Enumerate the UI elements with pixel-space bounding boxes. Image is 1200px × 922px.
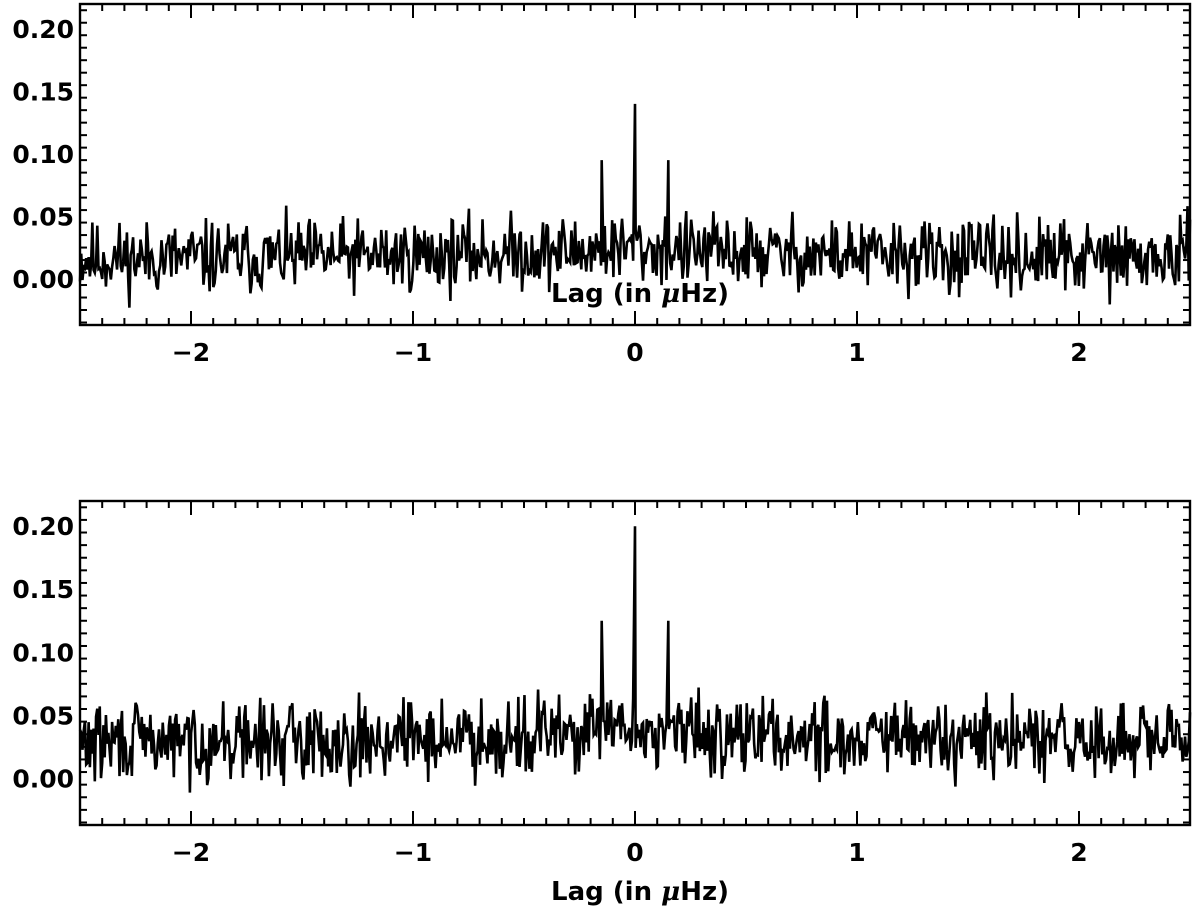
bottom-panel: −2 −1 0 1 2 0.00 0.05 0.10 0.15 0.20 Lag (in μHz) <box>12 499 1192 907</box>
y-tick-label: 0.15 <box>12 575 74 604</box>
y-tick-label: 0.00 <box>12 265 74 294</box>
top-panel: −2 −1 0 1 2 0.00 0.05 0.10 0.15 0.20 Lag (in μHz) <box>12 2 1192 367</box>
x-tick-label: 1 <box>848 838 865 867</box>
x-tick-label: 2 <box>1070 838 1087 867</box>
x-tick-label: 2 <box>1070 338 1087 367</box>
x-tick-label: 1 <box>848 338 865 367</box>
y-tick-label: 0.00 <box>12 764 74 793</box>
x-axis-label: Lag (in μHz) <box>551 279 729 309</box>
y-tick-label: 0.15 <box>12 77 74 106</box>
series-line <box>78 526 1192 793</box>
x-axis-label: Lag (in μHz) <box>551 877 729 907</box>
x-tick-label: −2 <box>172 338 210 367</box>
x-tick-label: 0 <box>626 838 643 867</box>
x-tick-label: −1 <box>394 838 432 867</box>
y-tick-label: 0.05 <box>12 202 74 231</box>
x-tick-label: −2 <box>172 838 210 867</box>
y-tick-label: 0.20 <box>12 15 74 44</box>
y-tick-label: 0.10 <box>12 638 74 667</box>
y-tick-label: 0.20 <box>12 512 74 541</box>
x-tick-label: −1 <box>394 338 432 367</box>
series-line <box>78 103 1192 308</box>
y-tick-label: 0.10 <box>12 140 74 169</box>
y-tick-label: 0.05 <box>12 701 74 730</box>
x-tick-label: 0 <box>626 338 643 367</box>
